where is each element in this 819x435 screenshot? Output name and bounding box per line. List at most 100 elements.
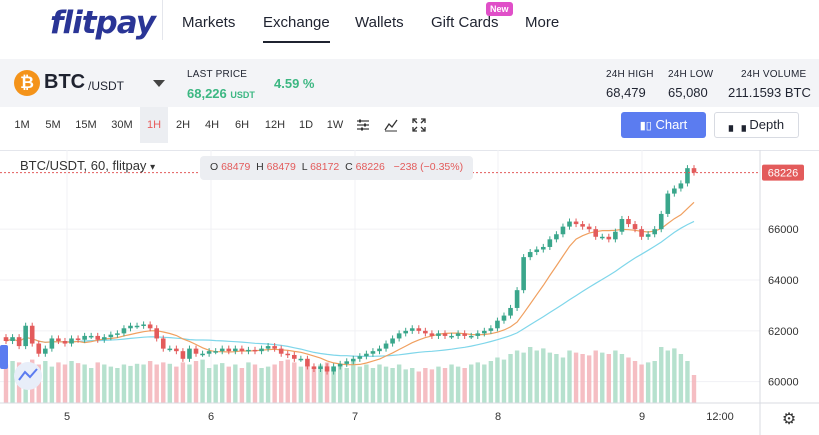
candle-body [75, 338, 81, 340]
volume-bar [606, 354, 612, 403]
timeframe-4h[interactable]: 4H [204, 119, 220, 131]
candle-body [23, 325, 28, 347]
candle-body [141, 324, 146, 326]
candle-body [318, 366, 323, 369]
candle-body [613, 231, 618, 240]
volume-bar [292, 362, 297, 403]
brand-logo[interactable]: flitpay [50, 5, 156, 41]
candle-body [278, 348, 284, 354]
nav-markets[interactable]: Markets [182, 14, 236, 31]
volume-bar [534, 350, 539, 403]
candle-body [62, 341, 68, 344]
volume-bar [161, 362, 166, 403]
timeframe-15m[interactable]: 15M [75, 119, 97, 131]
volume-bar [645, 362, 651, 403]
timeframe-1w[interactable]: 1W [326, 119, 344, 131]
price-chart[interactable]: 60000 62000 64000 66000 5 6 7 8 9 12:00 ⚙ 68226 [0, 150, 819, 435]
ohlc-o-label: O [210, 161, 219, 173]
candle-body [219, 348, 225, 352]
high-label: 24H HIGH [606, 69, 654, 80]
volume-bar [632, 361, 638, 403]
candles-icon: ▮▯ [639, 120, 652, 132]
candle-body [357, 356, 363, 359]
candle-body [101, 337, 107, 340]
volume-bar [613, 350, 618, 403]
candle-body [180, 351, 186, 359]
volume-bar [665, 350, 670, 403]
candle-body [423, 330, 428, 334]
timeframe-1m[interactable]: 1M [14, 119, 30, 131]
candle-body [508, 307, 513, 316]
line-chart-icon[interactable] [384, 118, 398, 132]
candle-body [226, 348, 232, 352]
chart-view-button[interactable]: ▮▯ Chart [621, 112, 706, 138]
candle-body [154, 328, 160, 339]
chart-button-label: Chart [655, 117, 688, 132]
y-tick-label: 62000 [768, 326, 799, 338]
volume-bar [331, 366, 336, 403]
ohlc-change: −238 (−0.35%) [393, 161, 464, 173]
candle-body [586, 226, 592, 230]
settings-sliders-icon[interactable] [356, 118, 370, 132]
volume-bar [220, 363, 225, 403]
volume-bar [279, 361, 284, 403]
depth-button-label: Depth [749, 117, 785, 132]
candle-body [619, 219, 625, 232]
chevron-down-icon[interactable] [153, 80, 165, 87]
candle-body [331, 366, 336, 372]
timeframe-6h[interactable]: 6H [234, 119, 250, 131]
candle-body [396, 333, 402, 339]
volume-bar [475, 362, 480, 403]
chevron-down-icon[interactable]: ▾ [150, 162, 156, 173]
candle-body [475, 333, 481, 336]
volume-bar [501, 359, 507, 403]
candle-body [272, 346, 277, 349]
volume-bar [82, 364, 87, 403]
candle-body [573, 221, 579, 225]
nav-exchange[interactable]: Exchange [263, 14, 330, 43]
nav-wallets[interactable]: Wallets [355, 14, 404, 31]
volume-bar [174, 366, 179, 403]
timeframe-30m[interactable]: 30M [111, 119, 133, 131]
volume-bar [383, 366, 389, 403]
candle-body [534, 249, 540, 253]
candle-body [462, 333, 467, 336]
candle-body [501, 315, 507, 321]
volume-bar [442, 368, 448, 403]
candle-body [259, 348, 264, 352]
timeframe-1h[interactable]: 1H [140, 107, 168, 143]
candle-body [95, 335, 101, 340]
candle-body [167, 348, 173, 351]
last-price-unit: USDT [230, 90, 255, 100]
fullscreen-icon[interactable] [412, 118, 426, 132]
nav-more[interactable]: More [525, 14, 560, 31]
legend-symbol[interactable]: BTC/USDT, 60, flitpay [20, 158, 147, 173]
candle-body [436, 333, 441, 336]
ohlc-h-label: H [256, 161, 264, 173]
volume-value: 211.1593 BTC [728, 85, 811, 100]
ma-slow-line [5, 220, 695, 357]
timeframe-12h[interactable]: 12H [264, 119, 286, 131]
timeframe-1d[interactable]: 1D [298, 119, 314, 131]
volume-bar [403, 369, 408, 403]
candle-body [383, 343, 389, 349]
timeframe-2h[interactable]: 2H [175, 119, 191, 131]
volume-bar [691, 375, 697, 403]
candle-body [206, 351, 212, 354]
volume-bar [364, 364, 369, 403]
volume-bar [547, 352, 553, 403]
volume-bar [56, 362, 61, 403]
candle-body [645, 234, 651, 237]
volume-bar [351, 361, 356, 403]
pair-quote[interactable]: /USDT [88, 79, 124, 93]
volume-bar [102, 364, 107, 403]
candle-body [88, 335, 94, 338]
depth-icon: ▖▗ [728, 120, 746, 132]
pair-base[interactable]: BTC [44, 71, 86, 93]
depth-view-button[interactable]: ▖▗ Depth [714, 112, 799, 138]
candle-body [521, 257, 526, 291]
candle-body [265, 346, 271, 349]
volume-bar [49, 366, 55, 403]
nav-gift-cards[interactable]: Gift Cards [431, 14, 499, 31]
timeframe-5m[interactable]: 5M [45, 119, 61, 131]
